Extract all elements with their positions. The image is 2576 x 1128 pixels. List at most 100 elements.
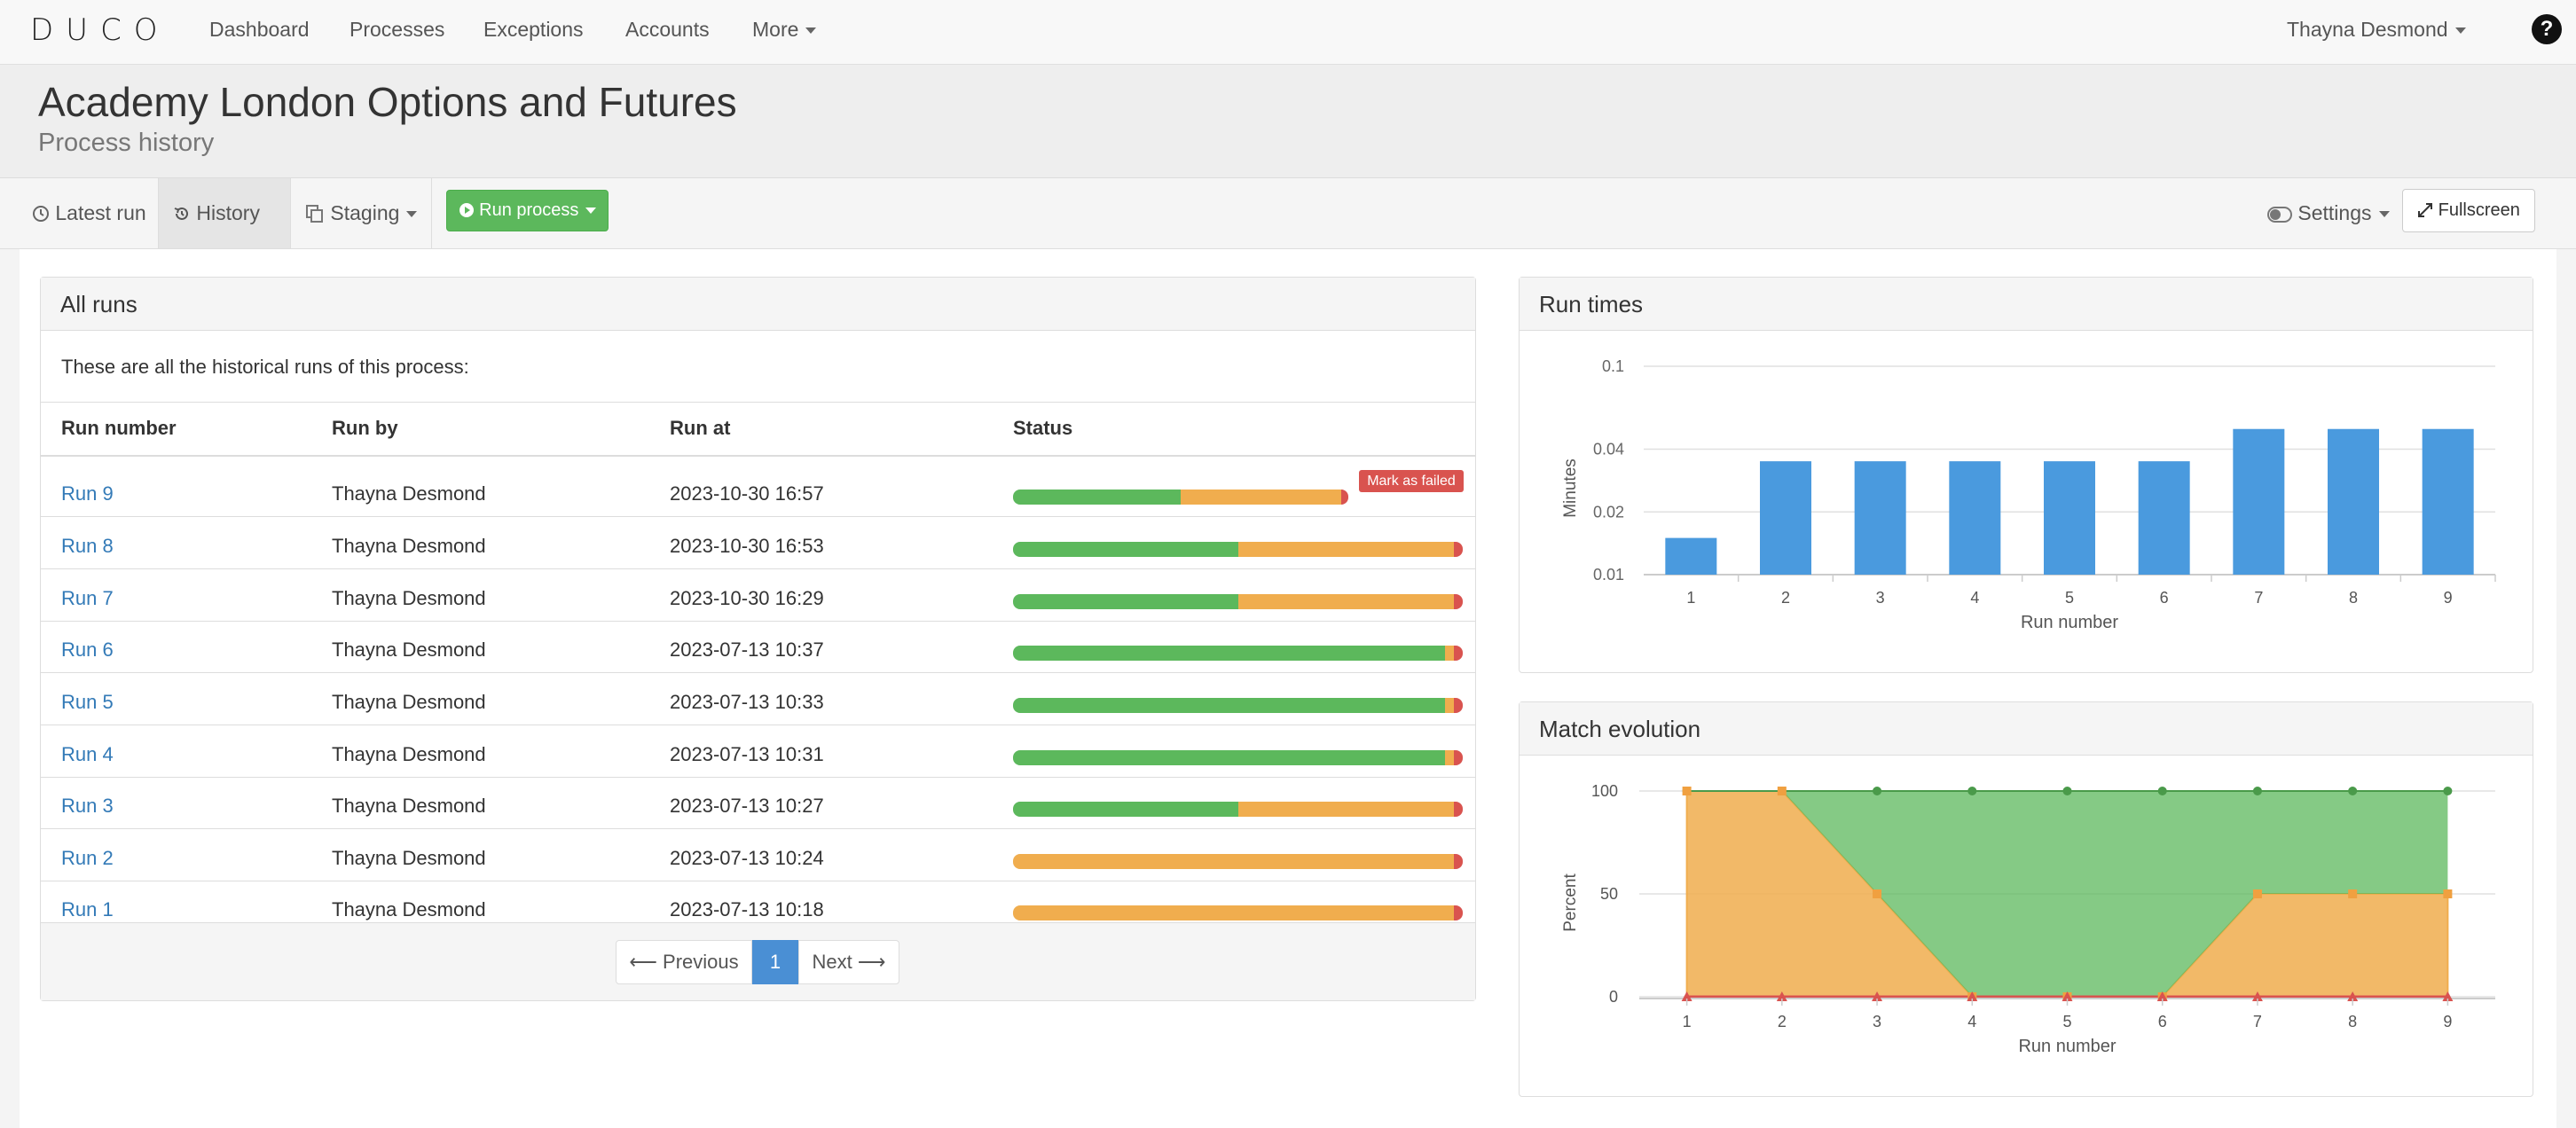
point-matched [2252,787,2262,795]
col-run-by: Run by [332,417,398,439]
next-page-button[interactable]: Next ⟶ [798,940,899,984]
status-segment-green [1013,594,1238,609]
status-segment-green [1013,646,1445,661]
run-link[interactable]: Run 1 [61,898,114,920]
status-segment-red [1453,905,1463,920]
divider [41,455,1475,457]
point-matched [1873,787,1882,795]
status-progress-bar [1013,542,1463,557]
bar-run-9 [2422,428,2474,575]
run-by-value: Thayna Desmond [332,482,486,505]
settings-label: Settings [2297,201,2372,224]
run-link[interactable]: Run 6 [61,638,114,661]
y-tick-label: 0.04 [1593,441,1624,458]
nav-accounts[interactable]: Accounts [625,18,710,41]
bar-run-6 [2138,461,2190,575]
row-divider [41,777,1475,778]
bar-run-5 [2044,461,2095,575]
previous-page-button[interactable]: ⟵ Previous [616,940,752,984]
bar-run-3 [1854,461,1906,575]
nav-processes[interactable]: Processes [349,18,445,41]
divider [41,402,1475,403]
x-tick-label: 7 [2253,1013,2262,1030]
point-unmatched [1682,787,1692,795]
page-subtitle: Process history [38,129,215,157]
status-segment-orange [1237,542,1454,557]
point-unmatched [2252,889,2262,898]
x-tick-label: 2 [1778,1013,1787,1030]
settings-dropdown[interactable]: Settings [2253,178,2404,248]
run-times-title: Run times [1520,278,2533,331]
clock-icon [33,206,49,222]
fullscreen-button[interactable]: Fullscreen [2402,189,2535,232]
fullscreen-label: Fullscreen [2438,200,2520,220]
status-segment-red [1453,594,1463,609]
y-tick-label: 50 [1600,885,1618,903]
run-process-label: Run process [479,200,579,220]
nav-more[interactable]: More [752,18,817,42]
run-process-button[interactable]: Run process [446,190,609,231]
x-tick-label: 1 [1686,589,1695,607]
point-matched [1967,787,1977,795]
history-dropdown[interactable]: History [159,178,290,288]
point-matched [2157,787,2167,795]
point-failed [2251,991,2263,1001]
duco-logo[interactable]: DUCO [30,12,170,48]
run-link[interactable]: Run 5 [61,691,114,713]
run-link[interactable]: Run 7 [61,587,114,609]
page-1-button[interactable]: 1 [752,940,798,984]
col-status: Status [1013,417,1073,439]
run-times-chart: 0.01 0.02 0.04 0.1 1 2 3 4 5 6 7 8 9 Run number Minute… [1561,357,2496,632]
x-tick-label: 4 [1967,1013,1976,1030]
runs-intro-text: These are all the historical runs of thi… [61,356,469,378]
expand-icon [2418,203,2433,217]
run-at-value: 2023-10-30 16:57 [670,482,824,505]
point-failed [1872,991,1883,1001]
divider [431,178,432,248]
run-at-value: 2023-07-13 10:27 [670,795,824,817]
x-axis-title: Run number [2021,613,2118,632]
status-segment-orange [1013,854,1454,869]
status-segment-red [1453,750,1463,765]
chevron-down-icon [406,211,418,218]
staging-label: Staging [330,201,400,224]
status-segment-orange [1444,750,1454,765]
run-link[interactable]: Run 8 [61,535,114,557]
process-toolbar: Latest run History Staging Settings [0,178,2576,288]
run-at-value: 2023-07-13 10:24 [670,847,824,869]
user-menu[interactable]: Thayna Desmond [2287,18,2466,42]
col-run-at: Run at [670,417,731,439]
run-link[interactable]: Run 2 [61,847,114,869]
bar-run-1 [1665,537,1717,575]
nav-exceptions[interactable]: Exceptions [483,18,584,41]
latest-run-button[interactable]: Latest run [18,178,161,248]
chevron-down-icon [585,208,597,215]
status-progress-bar [1013,646,1463,661]
y-axis-title: Minutes [1561,458,1580,518]
area-matched [1686,791,2448,997]
nav-dashboard[interactable]: Dashboard [209,18,310,41]
staging-dropdown[interactable]: Staging [291,178,431,248]
run-link[interactable]: Run 3 [61,795,114,817]
run-by-value: Thayna Desmond [332,795,486,817]
x-tick-label: 1 [1683,1013,1692,1030]
run-at-value: 2023-07-13 10:18 [670,898,824,920]
status-progress-bar [1013,802,1463,817]
status-segment-green [1013,490,1181,505]
x-tick-label: 9 [2444,589,2453,607]
run-link[interactable]: Run 9 [61,482,114,505]
run-link[interactable]: Run 4 [61,743,114,765]
help-icon[interactable]: ? [2532,14,2562,44]
status-segment-orange [1237,594,1454,609]
y-tick-label: 100 [1591,782,1618,800]
point-failed [2347,991,2359,1001]
status-progress-bar [1013,490,1348,505]
run-by-value: Thayna Desmond [332,638,486,661]
copy-icon [306,205,323,223]
x-tick-label: 8 [2349,589,2358,607]
bar-run-2 [1760,461,1811,575]
row-divider [41,516,1475,517]
status-segment-orange [1237,802,1454,817]
mark-as-failed-button[interactable]: Mark as failed [1359,470,1464,492]
x-axis-title: Run number [2018,1037,2116,1056]
